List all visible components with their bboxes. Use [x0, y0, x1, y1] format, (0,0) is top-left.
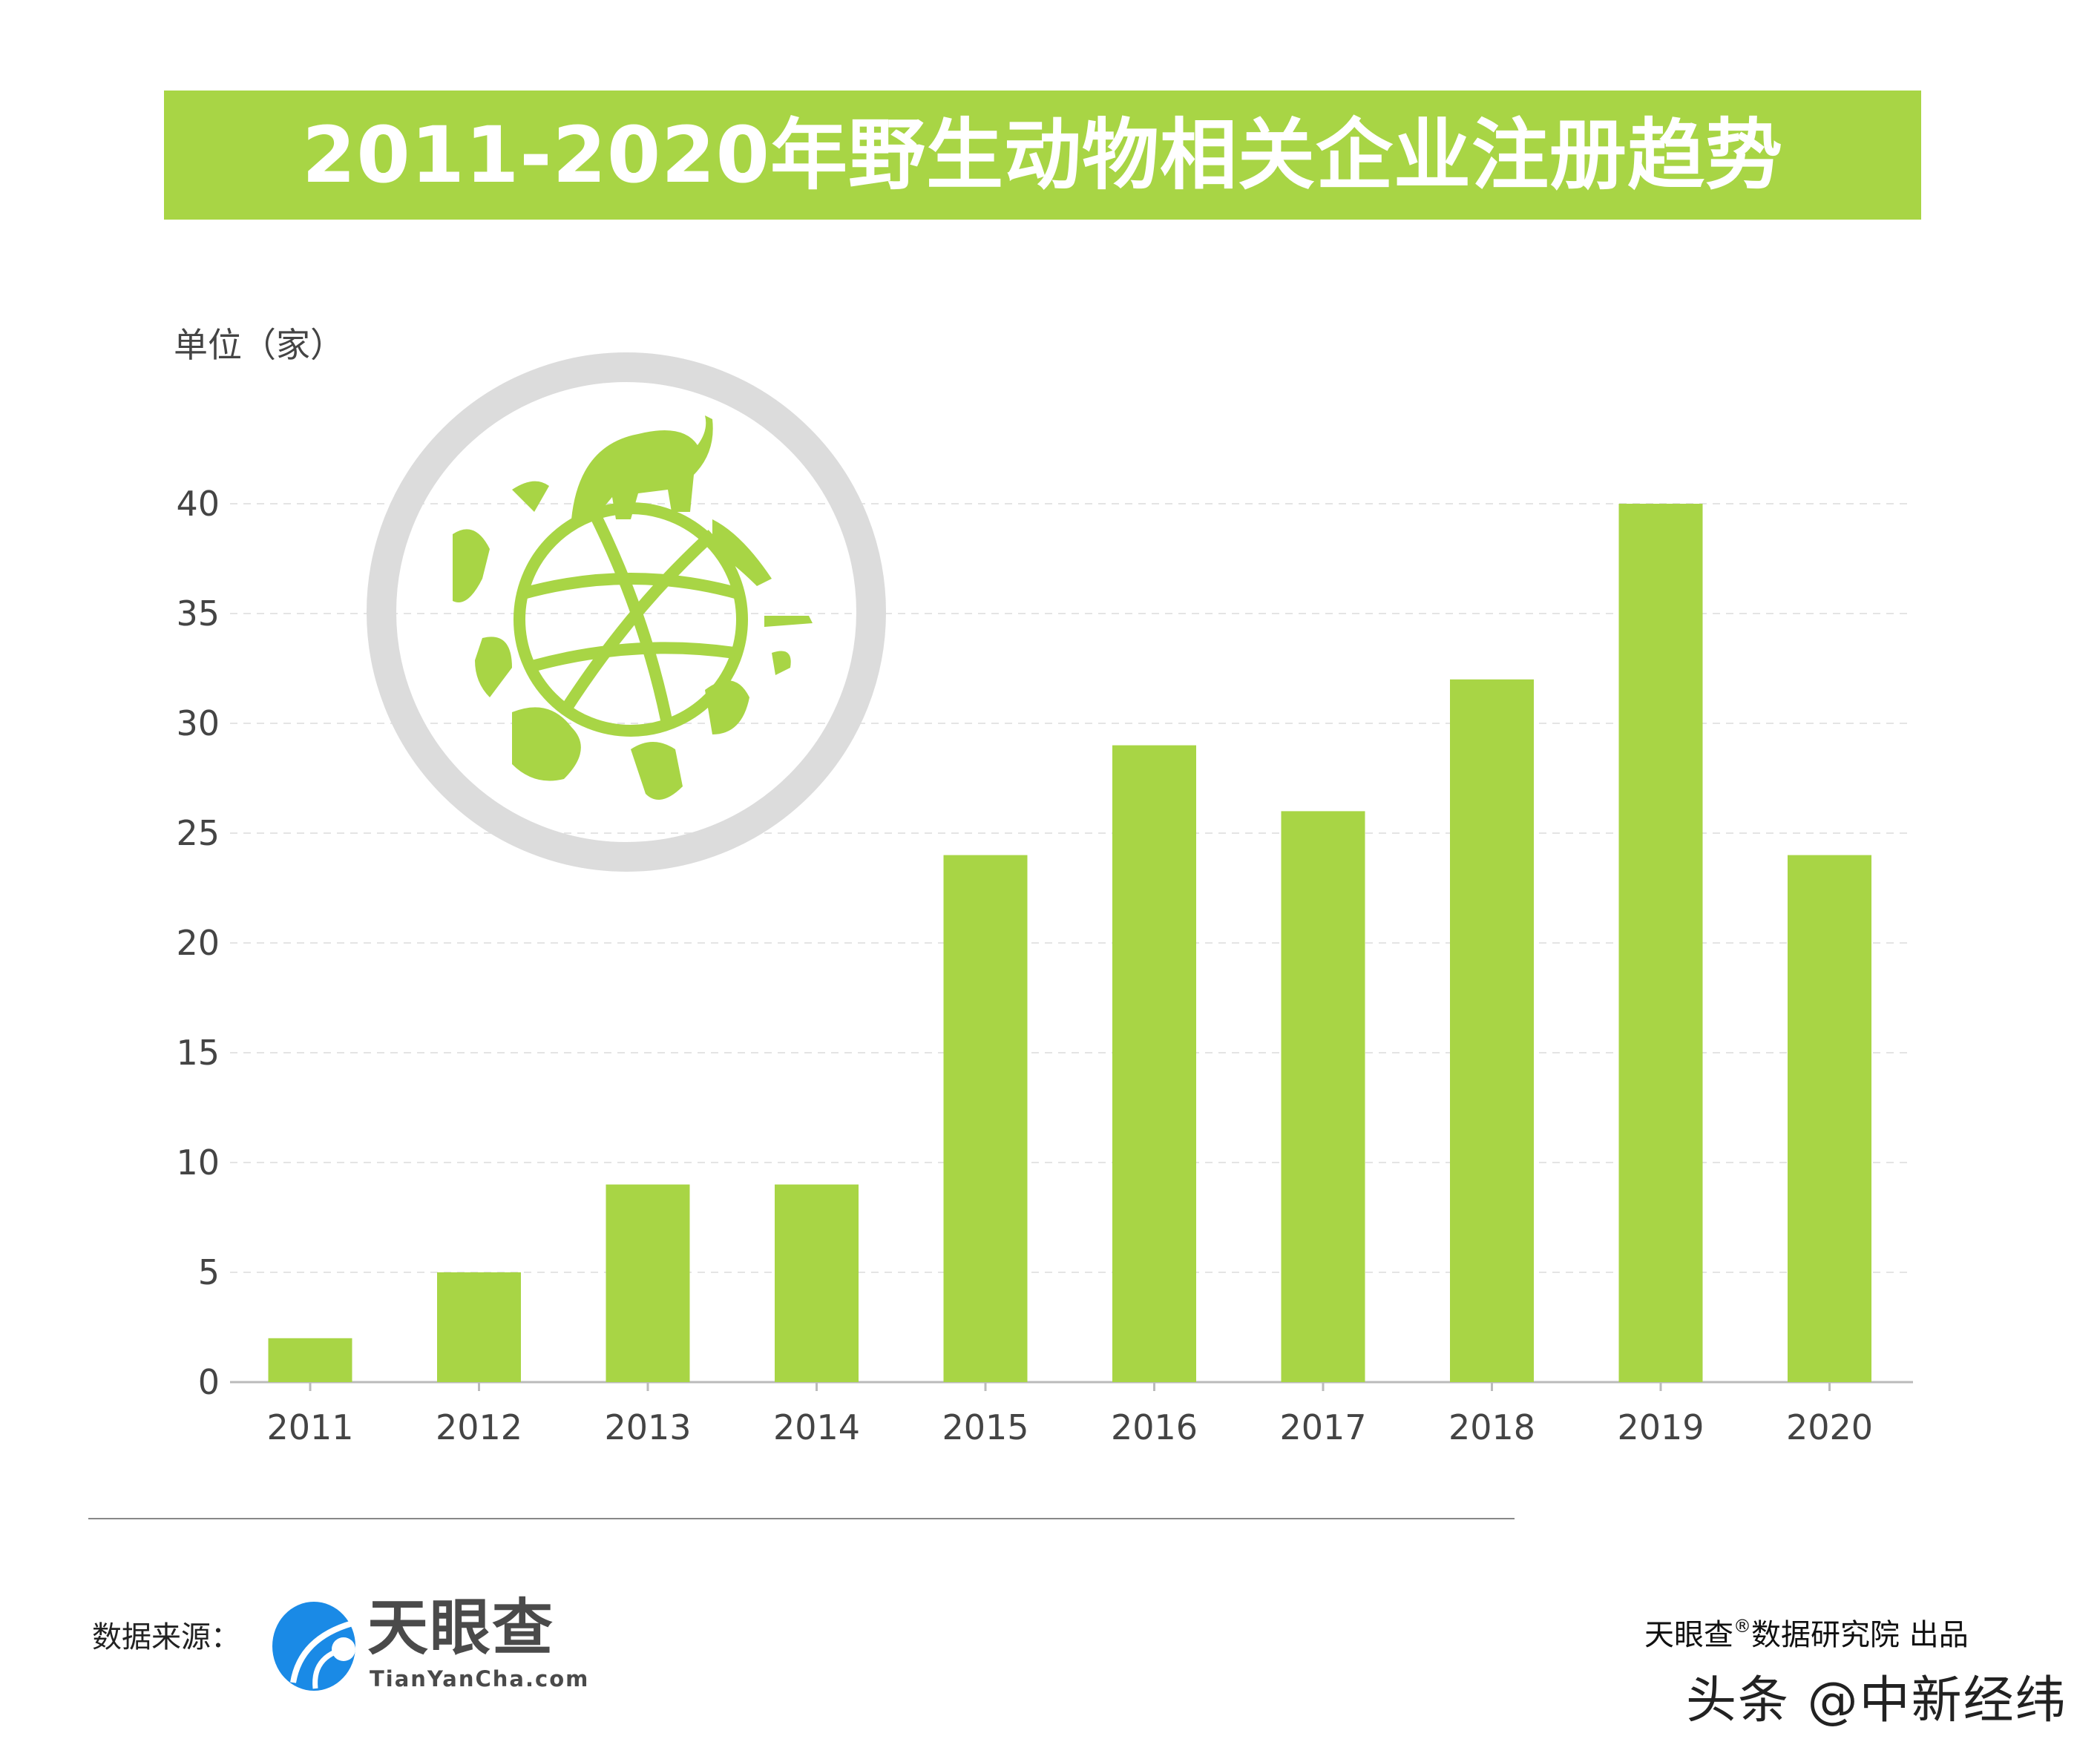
logo-text-cn: 天眼查 — [367, 1593, 555, 1663]
y-tick-label: 20 — [176, 923, 220, 963]
y-tick-label: 15 — [176, 1033, 220, 1073]
bar-2014 — [775, 1184, 859, 1382]
bar-2018 — [1450, 679, 1534, 1382]
wildlife-globe-illustration — [367, 352, 886, 872]
y-tick-label: 40 — [176, 484, 220, 524]
bar-2019 — [1618, 504, 1703, 1382]
x-tick-label: 2020 — [1786, 1407, 1873, 1447]
bar-2013 — [606, 1184, 690, 1382]
bar-2012 — [437, 1272, 521, 1382]
bar-2015 — [943, 855, 1028, 1382]
producer-credit: 天眼查®数据研究院 出品 — [1644, 1617, 1969, 1653]
y-tick-label: 5 — [198, 1252, 220, 1292]
bars — [268, 504, 1871, 1382]
y-tick-label: 35 — [176, 594, 220, 634]
producer-brand: 天眼查 — [1644, 1618, 1733, 1652]
y-axis-unit-label: 单位（家） — [174, 325, 344, 365]
title-band: 2011-2020年野生动物相关企业注册趋势 — [164, 91, 1921, 220]
x-tick-label: 2019 — [1617, 1407, 1704, 1447]
x-tick-label: 2018 — [1448, 1407, 1535, 1447]
x-tick-label: 2013 — [604, 1407, 691, 1447]
tianyancha-swirl-icon — [272, 1602, 355, 1691]
registered-mark: ® — [1733, 1616, 1751, 1637]
x-tick-label: 2012 — [436, 1407, 522, 1447]
tianyancha-logo: 天眼查 TianYanCha.com — [271, 1593, 590, 1694]
x-tick-label: 2016 — [1111, 1407, 1198, 1447]
x-axis — [230, 1381, 1913, 1391]
bar-2017 — [1281, 811, 1365, 1382]
x-tick-label: 2015 — [942, 1407, 1028, 1447]
logo-text-en: TianYanCha.com — [370, 1666, 590, 1691]
x-tick-label: 2014 — [773, 1407, 860, 1447]
chart-title: 2011-2020年野生动物相关企业注册趋势 — [301, 110, 1784, 200]
y-tick-label: 25 — [176, 813, 220, 853]
footer-divider — [88, 1518, 1515, 1519]
bar-2011 — [268, 1338, 352, 1382]
bar-2016 — [1112, 745, 1196, 1382]
x-tick-label: 2017 — [1279, 1407, 1366, 1447]
y-tick-label: 30 — [176, 703, 220, 743]
y-tick-label: 0 — [198, 1362, 220, 1402]
y-tick-label: 10 — [176, 1142, 220, 1183]
y-tick-labels: 0 5 10 15 20 25 30 35 40 — [176, 484, 220, 1402]
bar-2020 — [1788, 855, 1871, 1382]
source-label: 数据来源： — [92, 1620, 240, 1654]
producer-suffix: 数据研究院 出品 — [1751, 1618, 1969, 1652]
x-tick-label: 2011 — [266, 1407, 353, 1447]
watermark: 头条 @中新经纬 — [1686, 1671, 2067, 1730]
x-tick-labels: 2011 2012 2013 2014 2015 2016 2017 2018 2019 2020 — [266, 1407, 1873, 1447]
